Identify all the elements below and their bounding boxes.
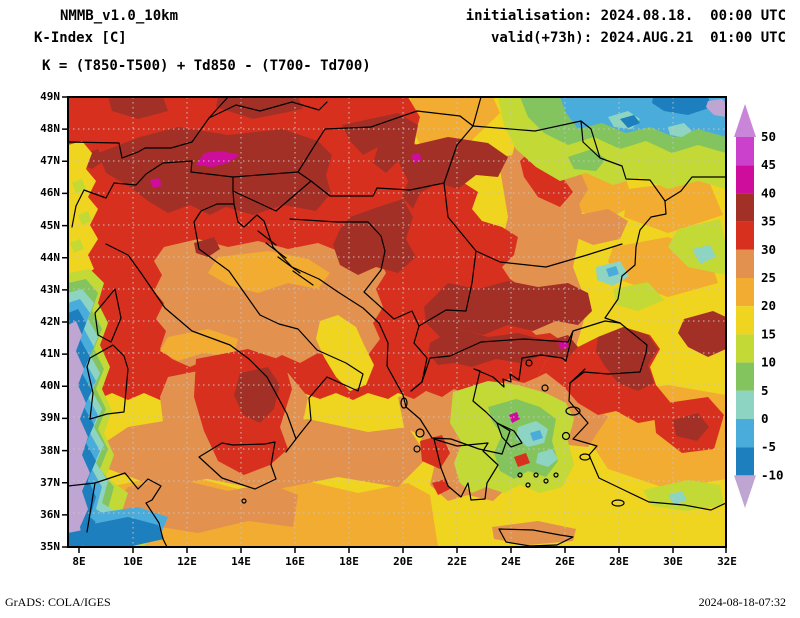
model-title: NMMB_v1.0_10km [60, 8, 179, 24]
lat-label: 39N [40, 411, 60, 424]
lon-label: 8E [72, 555, 86, 568]
grads-stamp: GrADS: COLA/IGES [5, 595, 111, 609]
lat-label: 45N [40, 219, 60, 232]
lon-label: 12E [177, 555, 197, 568]
dark-red-cores [80, 97, 726, 441]
colorbar-label: 20 [761, 298, 776, 313]
colorbar-label: 0 [761, 411, 769, 426]
lon-label: 18E [339, 555, 359, 568]
colorbar-label: 45 [761, 157, 776, 172]
aegean-wedge [450, 381, 574, 493]
lon-label: 24E [501, 555, 521, 568]
colorbar-label: 50 [761, 129, 776, 144]
lon-label: 22E [447, 555, 467, 568]
east-cool-patches [596, 219, 726, 511]
colorbar-label: -5 [761, 439, 776, 454]
variable-title: K-Index [C] [34, 30, 127, 46]
colorbar-label: 15 [761, 326, 776, 341]
lat-label: 36N [40, 508, 60, 521]
lat-label: 44N [40, 251, 60, 264]
lat-label: 37N [40, 476, 60, 489]
grid-lines [68, 97, 726, 547]
colorbar-label: 40 [761, 185, 776, 200]
lat-label: 43N [40, 283, 60, 296]
lat-label: 35N [40, 540, 60, 553]
colorbar: 50 45 40 35 30 25 20 15 10 5 0 -5 -10 [734, 104, 784, 508]
lon-label: 30E [663, 555, 683, 568]
lon-label: 14E [231, 555, 251, 568]
creation-timestamp: 2024-08-18-07:32 [698, 595, 786, 609]
lat-label: 42N [40, 315, 60, 328]
valid-time: valid(+73h): 2024.AUG.21 01:00 UTC [490, 30, 786, 46]
map-canvas [62, 96, 727, 553]
lat-label: 49N [40, 90, 60, 103]
lon-label: 28E [609, 555, 629, 568]
lat-label: 41N [40, 347, 60, 360]
colorbar-label: 25 [761, 270, 776, 285]
lat-label: 38N [40, 444, 60, 457]
colorbar-arrow-bottom [734, 475, 756, 508]
lat-label: 48N [40, 122, 60, 135]
colorbar-label: -10 [761, 467, 784, 482]
lat-label: 40N [40, 379, 60, 392]
lat-label: 47N [40, 154, 60, 167]
west-cold-band [68, 141, 168, 547]
colorbar-label: 30 [761, 242, 776, 257]
lat-label: 46N [40, 186, 60, 199]
lon-label: 32E [717, 555, 737, 568]
lon-label: 26E [555, 555, 575, 568]
northeast-cold-zone [498, 97, 726, 189]
lon-label: 16E [285, 555, 305, 568]
lon-label: 10E [123, 555, 143, 568]
init-time: initialisation: 2024.08.18. 00:00 UTC [465, 8, 786, 24]
colorbar-label: 10 [761, 355, 776, 370]
axis-ticks [62, 96, 727, 553]
lon-label: 20E [393, 555, 413, 568]
colorbar-label: 5 [761, 383, 769, 398]
colorbar-label: 35 [761, 214, 776, 229]
kindex-field [68, 97, 726, 547]
formula: K = (T850-T500) + Td850 - (T700- Td700) [42, 58, 371, 74]
colorbar-arrow-top [734, 104, 756, 137]
colorbar-labels: 50 45 40 35 30 25 20 15 10 5 0 -5 -10 [761, 129, 784, 482]
country-borders [68, 97, 726, 547]
